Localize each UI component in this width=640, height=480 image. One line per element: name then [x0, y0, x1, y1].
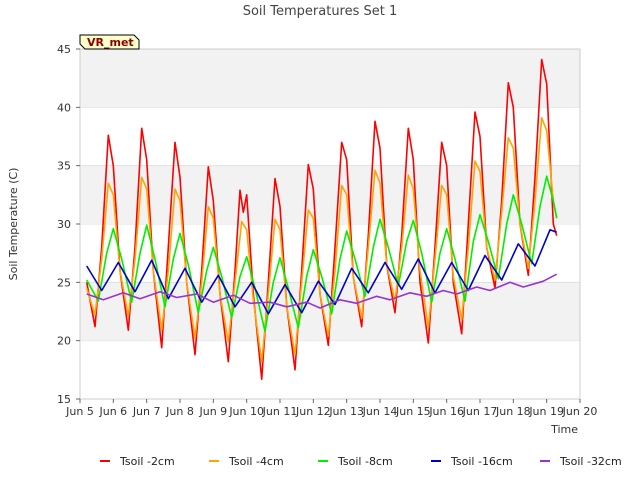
x-tick-label: Jun 8	[165, 405, 194, 418]
series-line-1	[85, 117, 558, 363]
legend-label: Tsoil -4cm	[228, 455, 284, 468]
y-axis: 15 20 25 30 35 40 45	[57, 43, 80, 406]
x-axis-label: Time	[550, 423, 578, 436]
x-tick-label: Jun 11	[262, 405, 298, 418]
y-tick-label: 20	[57, 335, 71, 348]
series-line-4	[86, 273, 558, 309]
y-tick-label: 40	[57, 101, 71, 114]
x-tick-label: Jun 19	[528, 405, 564, 418]
y-tick-label: 15	[57, 393, 71, 406]
series-line-2	[85, 175, 558, 333]
series-lines	[85, 58, 558, 380]
x-tick-label: Jun 17	[462, 405, 498, 418]
x-tick-label: Jun 12	[295, 405, 331, 418]
annotation-label: VR_met	[87, 36, 134, 49]
legend-label: Tsoil -32cm	[559, 455, 622, 468]
x-tick-label: Jun 20	[562, 405, 598, 418]
legend: Tsoil -2cm Tsoil -4cm Tsoil -8cm Tsoil -16c…	[100, 455, 622, 468]
x-tick-label: Jun 10	[228, 405, 264, 418]
annotation-box	[79, 34, 140, 50]
x-tick-label: Jun 13	[328, 405, 364, 418]
legend-label: Tsoil -2cm	[119, 455, 175, 468]
y-tick-label: 25	[57, 276, 71, 289]
legend-label: Tsoil -16cm	[450, 455, 513, 468]
grid-band	[80, 49, 580, 108]
annotation-badge: VR_met	[79, 34, 140, 50]
x-tick-label: Jun 7	[132, 405, 161, 418]
x-tick-label: Jun 15	[395, 405, 431, 418]
y-axis-label: Soil Temperature (C)	[7, 168, 20, 281]
x-tick-label: Jun 6	[98, 405, 127, 418]
x-tick-label: Jun 16	[428, 405, 464, 418]
y-tick-label: 30	[57, 218, 71, 231]
legend-label: Tsoil -8cm	[337, 455, 393, 468]
chart-title: Soil Temperatures Set 1	[243, 4, 398, 19]
grid-band	[80, 165, 580, 224]
x-tick-label: Jun 18	[495, 405, 531, 418]
y-tick-label: 45	[57, 43, 71, 56]
x-tick-label: Jun 9	[198, 405, 227, 418]
series-line-3	[86, 229, 557, 315]
y-tick-label: 35	[57, 160, 71, 173]
x-tick-label: Jun 14	[362, 405, 398, 418]
x-tick-label: Jun 5	[65, 405, 94, 418]
